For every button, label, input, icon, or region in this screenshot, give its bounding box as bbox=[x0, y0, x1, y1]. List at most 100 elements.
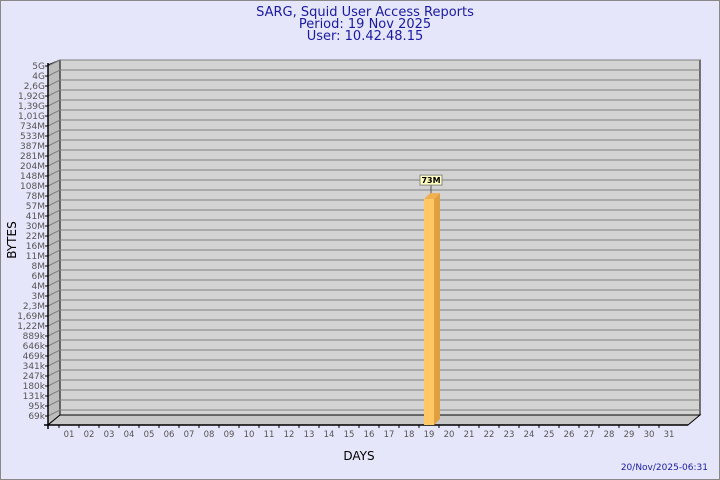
gridline bbox=[47, 169, 700, 177]
data-label: 73M bbox=[421, 176, 440, 185]
y-tick-label: 11M bbox=[26, 252, 45, 262]
x-tick-label: 22 bbox=[484, 430, 495, 440]
gridline bbox=[47, 329, 700, 337]
x-tick-label: 31 bbox=[664, 430, 675, 440]
gridline bbox=[47, 119, 700, 127]
timestamp: 20/Nov/2025-06:31 bbox=[621, 463, 708, 473]
y-tick-label: 387M bbox=[20, 142, 45, 152]
y-tick-label: 57M bbox=[26, 202, 45, 212]
x-tick-label: 29 bbox=[624, 430, 635, 440]
gridline bbox=[47, 299, 700, 307]
gridline bbox=[47, 249, 700, 257]
gridline bbox=[47, 269, 700, 277]
gridline bbox=[47, 229, 700, 237]
gridline bbox=[47, 369, 700, 377]
y-tick-label: 22M bbox=[26, 232, 45, 242]
y-tick-label: 41M bbox=[26, 212, 45, 222]
x-tick-label: 12 bbox=[284, 430, 295, 440]
x-tick-label: 26 bbox=[564, 430, 575, 440]
x-tick-label: 23 bbox=[504, 430, 515, 440]
y-tick-label: 4G bbox=[32, 72, 45, 82]
gridline bbox=[47, 399, 700, 407]
gridline bbox=[47, 349, 700, 357]
y-tick-label: 69k bbox=[28, 412, 45, 422]
x-tick-label: 06 bbox=[164, 430, 175, 440]
gridline bbox=[47, 409, 700, 417]
y-tick-label: 734M bbox=[20, 122, 45, 132]
x-tick-label: 18 bbox=[404, 430, 415, 440]
x-tick-label: 25 bbox=[544, 430, 555, 440]
x-tick-label: 13 bbox=[304, 430, 315, 440]
y-tick-label: 8M bbox=[32, 262, 46, 272]
gridline bbox=[47, 179, 700, 187]
x-tick-label: 14 bbox=[324, 430, 335, 440]
y-tick-label: 180k bbox=[23, 382, 46, 392]
gridline bbox=[47, 149, 700, 157]
gridline bbox=[47, 289, 700, 297]
gridline bbox=[47, 309, 700, 317]
x-tick-label: 03 bbox=[104, 430, 115, 440]
y-tick-label: 30M bbox=[26, 222, 45, 232]
gridline bbox=[47, 69, 700, 77]
x-tick-label: 02 bbox=[84, 430, 95, 440]
y-tick-label: 1,39G bbox=[18, 102, 45, 112]
y-tick-label: 1,92G bbox=[18, 92, 45, 102]
chart-subtitle-user: User: 10.42.48.15 bbox=[307, 29, 423, 44]
y-tick-label: 3M bbox=[32, 292, 46, 302]
data-label-box bbox=[419, 174, 443, 186]
y-tick-label: 78M bbox=[26, 192, 45, 202]
x-tick-label: 07 bbox=[184, 430, 195, 440]
gridline bbox=[47, 59, 700, 67]
x-tick-label: 08 bbox=[204, 430, 215, 440]
y-tick-label: 4M bbox=[32, 282, 46, 292]
plot-back-wall bbox=[59, 59, 701, 416]
chart-title: SARG, Squid User Access Reports bbox=[256, 5, 474, 20]
y-tick-label: 131k bbox=[23, 392, 46, 402]
y-tick-label: 1,69M bbox=[17, 312, 45, 322]
y-tick-label: 2,3M bbox=[23, 302, 45, 312]
y-tick-label: 16M bbox=[26, 242, 45, 252]
gridline bbox=[47, 129, 700, 137]
y-tick-label: 1,01G bbox=[18, 112, 45, 122]
x-tick-label: 28 bbox=[604, 430, 615, 440]
gridline bbox=[47, 279, 700, 287]
bar-side bbox=[434, 193, 440, 425]
gridline bbox=[47, 259, 700, 267]
gridline bbox=[47, 319, 700, 327]
plot-floor bbox=[46, 414, 702, 426]
gridline bbox=[47, 199, 700, 207]
y-tick-label: 281M bbox=[20, 152, 45, 162]
chart-subtitle-period: Period: 19 Nov 2025 bbox=[299, 17, 431, 32]
y-tick-label: 5G bbox=[32, 62, 45, 72]
y-tick-label: 341k bbox=[23, 362, 46, 372]
gridline bbox=[47, 389, 700, 397]
gridline bbox=[47, 99, 700, 107]
x-axis-label: DAYS bbox=[343, 449, 374, 463]
y-tick-label: 533M bbox=[20, 132, 45, 142]
gridline bbox=[47, 219, 700, 227]
x-tick-label: 21 bbox=[464, 430, 475, 440]
y-tick-label: 2,6G bbox=[24, 82, 45, 92]
y-tick-label: 889k bbox=[23, 332, 46, 342]
y-tick-label: 1,22M bbox=[17, 322, 45, 332]
gridline bbox=[47, 89, 700, 97]
x-tick-label: 24 bbox=[524, 430, 535, 440]
y-tick-label: 6M bbox=[32, 272, 46, 282]
x-tick-label: 19 bbox=[424, 430, 435, 440]
x-tick-label: 05 bbox=[144, 430, 155, 440]
y-tick-label: 646k bbox=[23, 342, 46, 352]
y-tick-label: 95k bbox=[28, 402, 45, 412]
x-tick-label: 27 bbox=[584, 430, 595, 440]
y-axis-label: BYTES bbox=[5, 221, 19, 258]
gridline bbox=[47, 379, 700, 387]
y-tick-label: 108M bbox=[20, 182, 45, 192]
gridline bbox=[47, 239, 700, 247]
gridline bbox=[47, 209, 700, 217]
gridline bbox=[47, 159, 700, 167]
gridline bbox=[47, 189, 700, 197]
x-tick-label: 30 bbox=[644, 430, 655, 440]
x-tick-label: 17 bbox=[384, 430, 395, 440]
bar-top bbox=[424, 193, 440, 200]
y-tick-label: 247k bbox=[23, 372, 46, 382]
